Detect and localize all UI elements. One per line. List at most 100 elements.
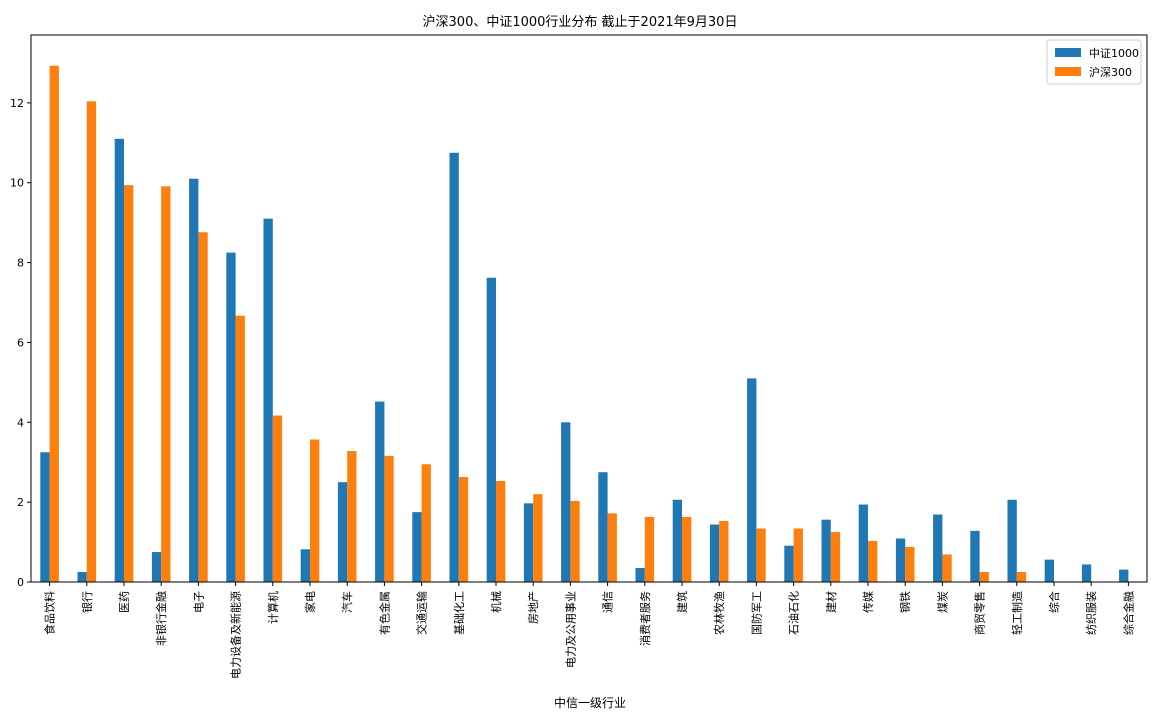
bar-series-0-1 [77, 572, 87, 582]
legend-label-1: 沪深300 [1089, 65, 1132, 79]
bar-series-0-9 [375, 401, 385, 582]
y-tick-label: 0 [17, 576, 24, 589]
bar-series-0-13 [523, 503, 534, 582]
bar-series-0-12 [486, 277, 496, 582]
bar-series-0-4 [189, 178, 199, 583]
bar-series-0-29 [1119, 569, 1129, 582]
x-tick-label: 交通运输 [415, 591, 429, 635]
x-tick-label: 通信 [602, 591, 615, 613]
legend-label-0: 中证1000 [1089, 47, 1139, 60]
bar-series-0-26 [1007, 499, 1017, 582]
bar-series-1-12 [496, 480, 506, 582]
bar-series-0-7 [300, 549, 310, 582]
bar-series-0-6 [263, 218, 273, 582]
x-tick-label: 农林牧渔 [712, 591, 726, 635]
bar-series-1-7 [310, 439, 320, 582]
x-tick-label: 食品饮料 [43, 591, 57, 635]
x-tick-label: 建筑 [675, 591, 689, 613]
bar-series-1-17 [682, 516, 692, 582]
bar-series-0-8 [337, 482, 348, 582]
bar-series-1-2 [124, 185, 134, 582]
y-tick-label: 8 [17, 257, 24, 270]
bar-series-0-28 [1081, 564, 1092, 582]
bar-series-1-6 [272, 415, 283, 582]
x-tick-label: 非银行金融 [154, 591, 168, 646]
x-ticks-group: 食品饮料 银行 医药 非银行金融 电子 电力设备及新能源 计算机 家电 汽车 有色金属 交通运输 基础… [43, 582, 1135, 679]
x-tick-label: 轻工制造 [1010, 591, 1024, 635]
legend-swatch-0 [1055, 48, 1081, 57]
bar-series-1-8 [347, 451, 357, 582]
y-tick-label: 6 [17, 336, 24, 349]
bar-series-0-3 [151, 552, 162, 582]
bar-series-1-4 [198, 232, 208, 583]
bar-series-1-20 [793, 528, 803, 582]
bar-series-1-9 [384, 455, 394, 582]
bar-series-0-19 [747, 378, 757, 582]
bar-series-0-18 [709, 524, 720, 582]
bar-series-1-19 [756, 528, 766, 582]
bar-series-0-15 [598, 472, 608, 582]
bar-series-0-27 [1044, 559, 1054, 582]
axes-group [30, 34, 1148, 583]
x-tick-label: 医药 [118, 591, 131, 613]
x-tick-label: 传媒 [862, 591, 875, 613]
bar-series-1-22 [868, 540, 878, 582]
bar-series-1-15 [607, 513, 617, 582]
chart-title: 沪深300、中证1000行业分布 截止于2021年9月30日 [423, 14, 738, 30]
bar-series-1-13 [533, 494, 543, 582]
bar-series-0-10 [412, 512, 422, 582]
bar-series-0-24 [933, 514, 943, 582]
y-tick-label: 12 [10, 97, 24, 110]
bar-series-0-23 [895, 538, 906, 582]
x-tick-label: 机械 [489, 591, 503, 613]
bar-series-0-25 [970, 530, 980, 582]
x-tick-label: 煤炭 [936, 591, 949, 613]
x-tick-label: 银行 [80, 591, 94, 613]
bar-series-0-16 [635, 568, 645, 582]
y-tick-label: 2 [17, 496, 24, 509]
x-tick-label: 国防军工 [749, 591, 763, 635]
bar-series-0-2 [114, 138, 124, 582]
bar-series-1-26 [1016, 572, 1027, 582]
bar-series-1-14 [570, 500, 580, 582]
x-tick-label: 钢铁 [899, 591, 912, 613]
x-tick-label: 综合金融 [1121, 591, 1135, 635]
x-tick-label: 电力及公用事业 [564, 591, 577, 668]
bar-series-1-10 [421, 464, 431, 582]
x-tick-label: 纺织服装 [1084, 591, 1098, 635]
x-tick-label: 石油石化 [787, 591, 801, 635]
bar-series-1-5 [235, 315, 245, 582]
bar-series-0-11 [449, 152, 459, 582]
bar-series-1-3 [161, 186, 171, 582]
y-ticks-group: 0 2 4 6 8 10 12 [10, 97, 31, 589]
x-tick-label: 电力设备及新能源 [229, 591, 243, 679]
bar-series-0-14 [561, 422, 571, 582]
x-tick-label: 有色金属 [377, 591, 391, 635]
bar-series-1-1 [86, 101, 97, 582]
x-tick-label: 建材 [824, 591, 838, 613]
bar-series-0-0 [40, 452, 50, 582]
x-tick-label: 计算机 [266, 591, 280, 624]
x-axis-label: 中信一级行业 [554, 695, 626, 710]
bar-series-1-0 [49, 65, 59, 583]
x-tick-label: 家电 [303, 591, 317, 613]
x-tick-label: 消费者服务 [638, 591, 652, 646]
bar-series-0-20 [784, 545, 794, 582]
x-tick-label: 汽车 [340, 591, 354, 613]
bar-series-1-21 [830, 532, 841, 582]
bar-series-1-16 [644, 516, 655, 582]
x-tick-label: 综合 [1047, 591, 1061, 613]
bars-group [40, 65, 1129, 583]
bar-series-1-11 [458, 476, 469, 582]
plot-frame [30, 34, 1148, 583]
x-tick-label: 房地产 [526, 591, 540, 624]
y-tick-label: 4 [17, 416, 24, 429]
x-tick-label: 基础化工 [452, 591, 466, 635]
bar-series-0-22 [858, 504, 868, 582]
bar-series-1-23 [905, 546, 915, 582]
bar-series-1-24 [942, 554, 952, 582]
legend-swatch-1 [1055, 67, 1081, 76]
x-tick-label: 商贸零售 [973, 591, 987, 635]
